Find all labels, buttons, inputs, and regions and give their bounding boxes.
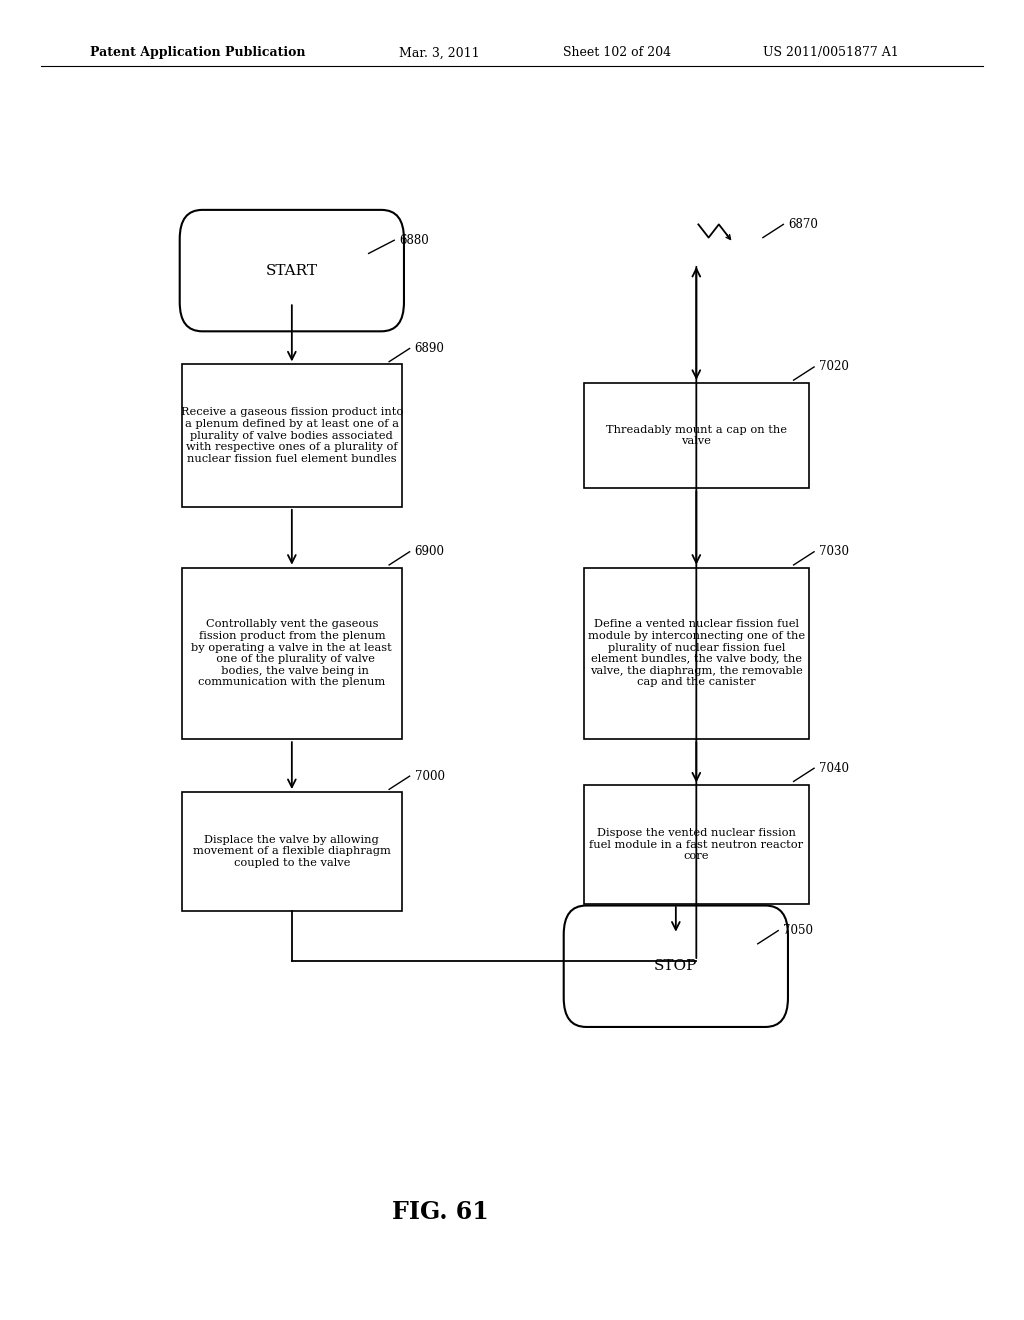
Text: Receive a gaseous fission product into
a plenum defined by at least one of a
plu: Receive a gaseous fission product into a… [180, 408, 403, 463]
FancyBboxPatch shape [563, 906, 788, 1027]
Text: 6870: 6870 [788, 218, 818, 231]
Text: US 2011/0051877 A1: US 2011/0051877 A1 [763, 46, 899, 59]
Bar [584, 568, 809, 739]
Bar [584, 383, 809, 488]
Text: 6880: 6880 [399, 234, 429, 247]
Text: Displace the valve by allowing
movement of a flexible diaphragm
coupled to the v: Displace the valve by allowing movement … [193, 834, 391, 869]
Text: FIG. 61: FIG. 61 [392, 1200, 488, 1224]
Bar [182, 792, 401, 911]
Text: 7020: 7020 [819, 360, 849, 374]
Text: 6900: 6900 [415, 545, 444, 558]
Text: 7030: 7030 [819, 545, 849, 558]
Text: 6890: 6890 [415, 342, 444, 355]
Text: Controllably vent the gaseous
fission product from the plenum
by operating a val: Controllably vent the gaseous fission pr… [191, 619, 392, 688]
Text: Dispose the vented nuclear fission
fuel module in a fast neutron reactor
core: Dispose the vented nuclear fission fuel … [589, 828, 804, 862]
Text: START: START [266, 264, 317, 277]
Text: Define a vented nuclear fission fuel
module by interconnecting one of the
plural: Define a vented nuclear fission fuel mod… [588, 619, 805, 688]
Text: 7050: 7050 [783, 924, 813, 937]
Text: Threadably mount a cap on the
valve: Threadably mount a cap on the valve [606, 425, 786, 446]
Text: 7040: 7040 [819, 762, 849, 775]
FancyBboxPatch shape [180, 210, 403, 331]
Text: Patent Application Publication: Patent Application Publication [90, 46, 305, 59]
Text: Sheet 102 of 204: Sheet 102 of 204 [563, 46, 672, 59]
Bar [584, 785, 809, 904]
Bar [182, 364, 401, 507]
Bar [182, 568, 401, 739]
Text: Mar. 3, 2011: Mar. 3, 2011 [399, 46, 480, 59]
Text: 7000: 7000 [415, 770, 444, 783]
Text: STOP: STOP [654, 960, 697, 973]
